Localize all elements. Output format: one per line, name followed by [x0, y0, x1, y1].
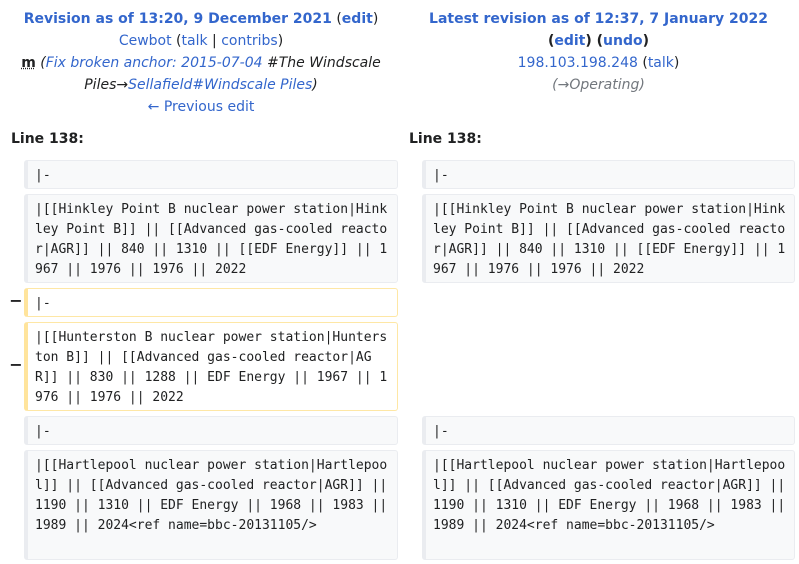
new-revision-title-link[interactable]: Latest revision as of 12:37, 7 January 2…	[429, 11, 768, 27]
new-context-row-hinkley: |[[Hinkley Point B nuclear power station…	[422, 194, 795, 283]
new-line-number: Line 138:	[409, 131, 482, 147]
deletion-marker: −	[9, 291, 23, 310]
summary-section: #The Windscale Piles	[84, 55, 381, 93]
old-context-row-separator: |-	[24, 416, 398, 445]
old-revision-header: Revision as of 13:20, 9 December 2021 (e…	[21, 11, 381, 115]
new-context-row-separator: |-	[422, 160, 795, 189]
new-edit-summary: (→Operating)	[552, 77, 645, 93]
deletion-marker: −	[9, 355, 23, 374]
paren: )	[372, 11, 379, 27]
new-context-row-separator: |-	[422, 416, 795, 445]
old-edit-link[interactable]: edit	[341, 11, 373, 27]
summary-target-link[interactable]: Sellafield#Windscale Piles	[128, 77, 313, 93]
deleted-row-hunterston: |[[Hunterston B nuclear power station|Hu…	[24, 322, 398, 411]
old-contribs-link[interactable]: contribs	[221, 33, 278, 49]
new-talk-link[interactable]: talk	[647, 55, 674, 71]
old-context-row-hinkley: |[[Hinkley Point B nuclear power station…	[24, 194, 398, 283]
summary-section-arrow-link[interactable]: →	[557, 77, 570, 93]
summary-section: Operating	[569, 77, 640, 93]
new-edit-link[interactable]: edit	[554, 33, 586, 49]
old-revision-title-link[interactable]: Revision as of 13:20, 9 December 2021	[23, 11, 332, 27]
undo-link[interactable]: undo	[603, 33, 643, 49]
new-context-row-hartlepool: |[[Hartlepool nuclear power station|Hart…	[422, 450, 795, 560]
old-edit-summary: (Fix broken anchor: 2015-07-04 #The Wind…	[40, 55, 381, 93]
old-talk-link[interactable]: talk	[181, 33, 208, 49]
summary-fix-link[interactable]: Fix broken anchor: 2015-07-04	[45, 55, 263, 71]
minor-edit-marker: m	[21, 55, 36, 71]
new-revision-header: Latest revision as of 12:37, 7 January 2…	[408, 8, 789, 96]
deleted-row-separator: |-	[24, 288, 398, 317]
previous-edit-link[interactable]: ← Previous edit	[147, 99, 255, 115]
old-context-row-separator: |-	[24, 160, 398, 189]
paren: (	[336, 11, 342, 27]
old-user-link[interactable]: Cewbot	[118, 33, 172, 49]
new-user-link[interactable]: 198.103.198.248	[517, 55, 638, 71]
old-context-row-hartlepool: |[[Hartlepool nuclear power station|Hart…	[24, 450, 398, 560]
summary-arrow: →	[116, 77, 129, 93]
old-line-number: Line 138:	[11, 131, 84, 147]
